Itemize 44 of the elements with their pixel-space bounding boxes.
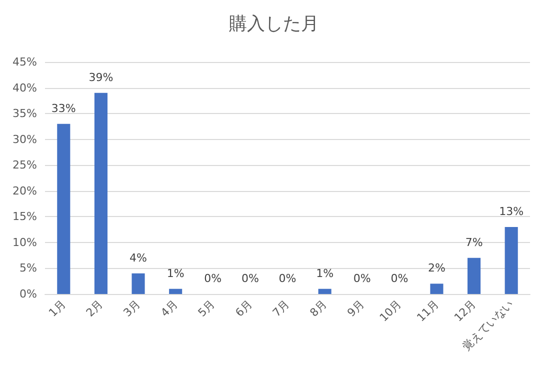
y-tick-label: 30% [12, 132, 37, 146]
data-label: 0% [390, 272, 408, 285]
data-label: 1% [316, 266, 334, 280]
data-label: 7% [465, 236, 483, 249]
data-label: 0% [353, 272, 371, 285]
data-label: 33% [51, 102, 76, 115]
y-tick-label: 25% [12, 158, 37, 172]
chart-title: 購入した月 [229, 14, 319, 34]
data-label: 4% [130, 251, 147, 264]
bar [318, 288, 332, 294]
x-tick-label: 6月 [232, 297, 255, 320]
x-tick-label: 1月 [46, 297, 68, 320]
bar [94, 92, 108, 294]
bar [169, 288, 182, 294]
y-tick-label: 5% [20, 262, 37, 275]
data-label: 0% [204, 272, 222, 285]
data-label: 0% [241, 272, 259, 285]
y-tick-label: 20% [12, 184, 37, 198]
y-tick-label: 35% [12, 107, 37, 120]
x-tick-label: 12月 [452, 297, 479, 324]
data-label: 1% [166, 266, 184, 280]
data-label: 39% [88, 70, 114, 84]
x-tick-label: 2月 [84, 297, 106, 320]
bar [57, 124, 70, 294]
data-label: 13% [499, 204, 524, 218]
data-label: 2% [428, 262, 446, 275]
x-tick-label: 9月 [344, 297, 367, 320]
bar [468, 258, 481, 294]
x-tick-label: 4月 [158, 297, 180, 320]
y-tick-label: 15% [12, 210, 37, 224]
bar [132, 273, 145, 294]
bar [504, 226, 518, 294]
x-tick-label: 7月 [270, 297, 292, 320]
y-tick-label: 10% [12, 236, 37, 249]
x-tick-label: 5月 [196, 297, 218, 320]
x-tick-label: 3月 [120, 297, 143, 320]
x-tick-label: 10月 [377, 297, 404, 324]
y-tick-label: 0% [20, 288, 37, 300]
y-tick-label: 45% [12, 56, 37, 68]
y-tick-label: 40% [12, 81, 37, 94]
x-tick-label: 11月 [414, 297, 442, 324]
data-label: 0% [278, 272, 296, 285]
x-tick-label: 8月 [307, 297, 330, 320]
bar [430, 284, 444, 294]
